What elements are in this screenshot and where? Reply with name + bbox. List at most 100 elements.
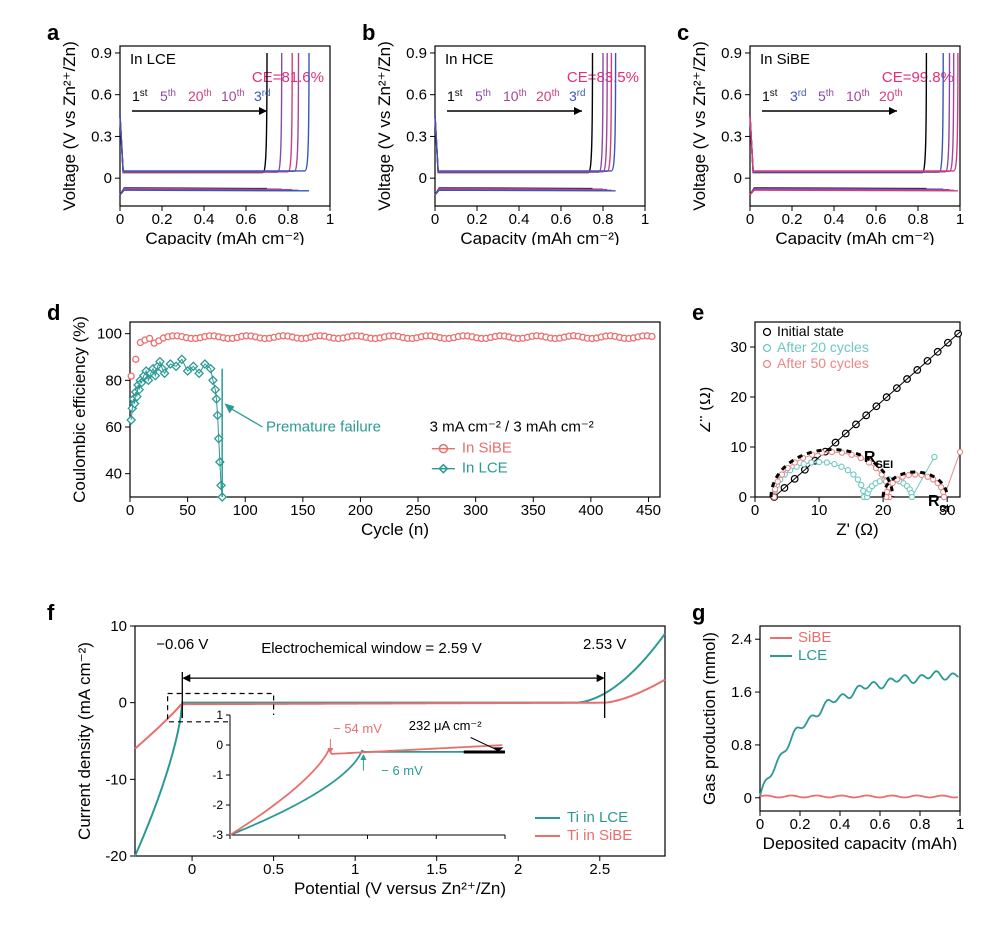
- panel-a-ytick: 0: [104, 170, 112, 187]
- panel-d-xtick: 300: [463, 502, 488, 519]
- e-marker: [909, 494, 914, 499]
- panel-label-a: a: [47, 20, 59, 46]
- panel-d-xlabel: Cycle (n): [361, 520, 429, 539]
- f-inset-232ua: 232 μA cm⁻²: [409, 718, 483, 733]
- e-marker: [957, 449, 962, 454]
- panel-c-cycle-label: 20th: [879, 88, 903, 105]
- e-marker: [845, 468, 850, 473]
- e-marker: [801, 462, 806, 467]
- panel-b-ytick: 0.6: [406, 87, 427, 104]
- d-legend-label: In LCE: [462, 460, 508, 477]
- e-marker: [932, 454, 937, 459]
- f-inset-54mv: − 54 mV: [333, 721, 382, 736]
- panel-g-ytick: 0: [744, 790, 752, 807]
- panel-g-xtick: 0.6: [870, 816, 891, 833]
- e-legend-marker: [764, 361, 771, 368]
- panel-a-title: In LCE: [130, 51, 176, 68]
- panel-d-xtick: 100: [233, 502, 258, 519]
- panel-g: 00.20.40.60.8100.81.62.4Deposited capaci…: [700, 600, 970, 850]
- panel-b-xtick: 1: [641, 211, 649, 228]
- e-marker: [839, 464, 844, 469]
- panel-a: 00.20.40.60.8100.30.60.9Capacity (mAh cm…: [55, 20, 340, 245]
- e-marker: [855, 477, 860, 482]
- e-legend-label: After 20 cycles: [777, 339, 869, 355]
- panel-c-ytick: 0.6: [721, 87, 742, 104]
- d-failure-arrow: [230, 408, 262, 427]
- panel-d-ytick: 80: [105, 372, 122, 389]
- panel-b-discharge-curve: [435, 190, 616, 195]
- panel-f-ylabel: Current density (mA cm⁻²): [75, 642, 94, 840]
- panel-d-ylabel: Coulombic efficiency (%): [70, 316, 89, 503]
- panel-c-cycle-label: 5th: [818, 88, 834, 105]
- panel-a-discharge-curve: [120, 190, 309, 195]
- panel-g-ylabel: Gas production (mmol): [700, 632, 719, 805]
- panel-b-xtick: 0.8: [593, 211, 614, 228]
- panel-label-e: e: [692, 300, 704, 326]
- panel-c-xtick: 0.2: [782, 211, 803, 228]
- panel-b: 00.20.40.60.8100.30.60.9Capacity (mAh cm…: [370, 20, 655, 245]
- e-marker: [816, 459, 821, 464]
- panel-f-ytick: -10: [105, 771, 127, 788]
- panel-g-frame: [760, 626, 960, 811]
- f-inset-ytick: -3: [212, 828, 223, 842]
- d-sibe-marker: [128, 373, 134, 379]
- panel-d-xtick: 450: [636, 502, 661, 519]
- panel-g-xtick: 1: [956, 816, 964, 833]
- panel-g-xtick: 0.4: [830, 816, 851, 833]
- panel-d-ytick: 40: [105, 466, 122, 483]
- panel-f-xlabel: Potential (V versus Zn²⁺/Zn): [294, 879, 506, 898]
- d-sibe-marker: [649, 333, 655, 339]
- panel-b-ytick: 0.9: [406, 45, 427, 62]
- panel-f-ytick: -20: [105, 848, 127, 865]
- panel-c-xtick: 0.4: [824, 211, 845, 228]
- panel-c-xtick: 1: [956, 211, 964, 228]
- e-marker: [858, 455, 863, 460]
- e-marker: [851, 472, 856, 477]
- panel-e: 01020300102030Z' (Ω)Z'' (Ω)RSEIRctInitia…: [700, 300, 970, 545]
- panel-b-svg: 00.20.40.60.8100.30.60.9Capacity (mAh cm…: [370, 20, 655, 245]
- e-marker: [890, 480, 895, 485]
- panel-e-xtick: 20: [875, 502, 892, 519]
- panel-label-g: g: [692, 600, 705, 626]
- panel-f-xtick: 2: [514, 861, 522, 878]
- panel-c: 00.20.40.60.8100.30.60.9Capacity (mAh cm…: [685, 20, 970, 245]
- panel-b-xtick: 0.4: [509, 211, 530, 228]
- panel-d-xtick: 400: [578, 502, 603, 519]
- d-failure-text: Premature failure: [266, 419, 381, 436]
- panel-a-xtick: 0.6: [236, 211, 257, 228]
- f-inset-ytick: 1: [216, 708, 223, 722]
- panel-e-ytick: 0: [739, 489, 747, 506]
- panel-c-ylabel: Voltage (V vs Zn²⁺/Zn): [690, 41, 709, 211]
- panel-c-discharge-curve: [750, 190, 958, 195]
- panel-e-xtick: 0: [751, 502, 759, 519]
- e-marker: [832, 462, 837, 467]
- panel-d-xtick: 0: [126, 502, 134, 519]
- panel-f-ytick: 0: [119, 695, 127, 712]
- panel-a-xtick: 1: [326, 211, 334, 228]
- panel-a-cycle-label: 10th: [221, 88, 245, 105]
- e-marker: [779, 472, 784, 477]
- panel-label-f: f: [47, 600, 54, 626]
- panel-d-ytick: 60: [105, 419, 122, 436]
- panel-d-xtick: 250: [406, 502, 431, 519]
- e-marker: [925, 474, 930, 479]
- panel-a-ylabel: Voltage (V vs Zn²⁺/Zn): [60, 41, 79, 211]
- e-marker: [824, 460, 829, 465]
- panel-f-xtick: 0: [188, 861, 196, 878]
- f-left-marker: −0.06 V: [156, 636, 208, 653]
- panel-c-svg: 00.20.40.60.8100.30.60.9Capacity (mAh cm…: [685, 20, 970, 245]
- panel-c-cycle-label: 10th: [846, 88, 870, 105]
- d-condition: 3 mA cm⁻² / 3 mAh cm⁻²: [430, 419, 594, 436]
- e-legend-marker: [764, 345, 771, 352]
- panel-g-xtick: 0.8: [910, 816, 931, 833]
- panel-g-xtick: 0.2: [790, 816, 811, 833]
- panel-b-cycle-label: 10th: [503, 88, 527, 105]
- panel-d-xtick: 150: [290, 502, 315, 519]
- g-legend-label: LCE: [798, 647, 827, 664]
- panel-a-svg: 00.20.40.60.8100.30.60.9Capacity (mAh cm…: [55, 20, 340, 245]
- panel-a-xtick: 0: [116, 211, 124, 228]
- panel-b-cycle-label: 1st: [447, 88, 463, 105]
- panel-g-xlabel: Deposited capacity (mAh): [763, 834, 958, 850]
- panel-b-xtick: 0.2: [467, 211, 488, 228]
- panel-c-cycle-label: 3rd: [790, 88, 807, 105]
